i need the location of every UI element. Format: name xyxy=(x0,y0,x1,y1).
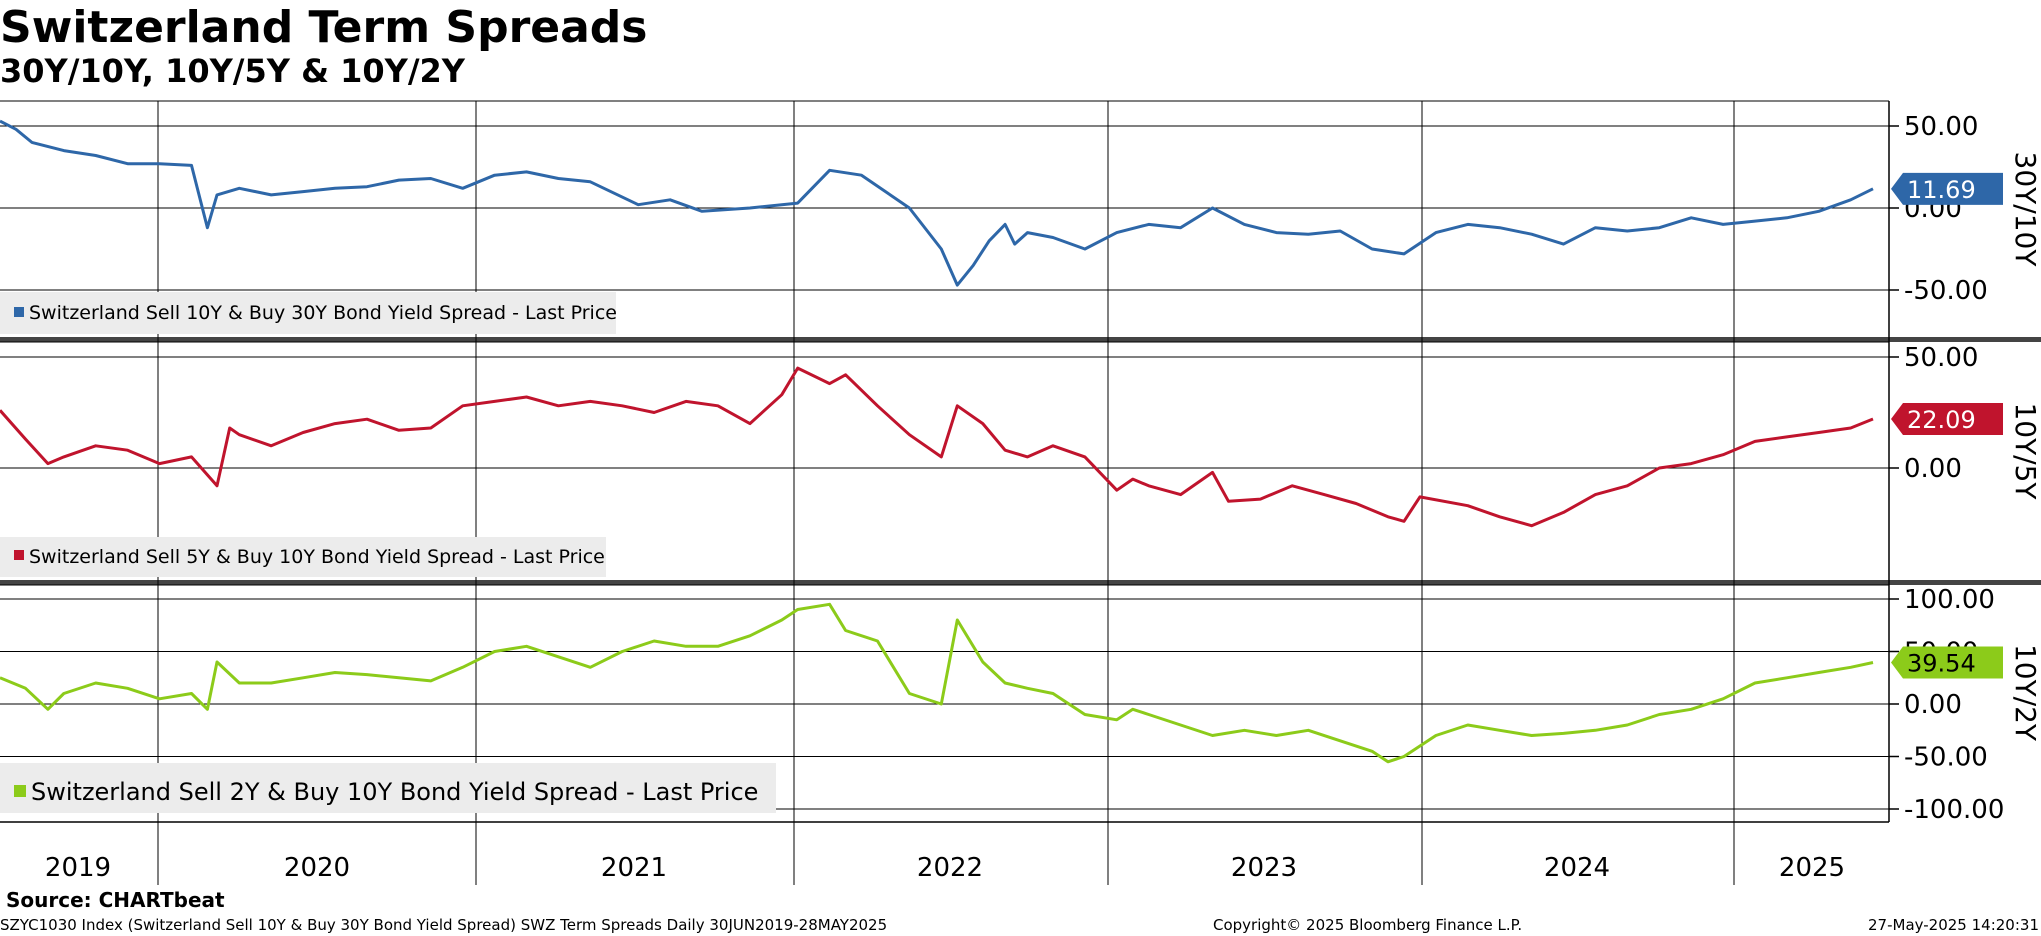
legend-swatch-10y-5y xyxy=(14,550,24,560)
y-tick-label: -50.00 xyxy=(1904,743,1988,773)
axis-label-10y-5y: 10Y/5Y xyxy=(2009,402,2041,500)
source-note: Source: CHARTbeat xyxy=(6,888,225,912)
legend-text-10y-5y: Switzerland Sell 5Y & Buy 10Y Bond Yield… xyxy=(29,546,605,568)
x-label: 2022 xyxy=(917,853,983,883)
legend-swatch-10y-2y xyxy=(14,785,26,797)
y-tick-label: 0.00 xyxy=(1904,454,1962,484)
series-line-10y-5y xyxy=(0,366,1874,528)
footer-copyright: Copyright© 2025 Bloomberg Finance L.P. xyxy=(1213,916,1523,934)
panel-separator xyxy=(0,337,2041,342)
last-price-value-10y-2y: 39.54 xyxy=(1907,649,1976,677)
legend-box-10y-2y xyxy=(0,763,776,813)
legend-text-30y-10y: Switzerland Sell 10Y & Buy 30Y Bond Yiel… xyxy=(29,302,617,324)
last-price-value-30y-10y: 11.69 xyxy=(1907,176,1976,204)
last-price-tag-30y-10y xyxy=(1891,172,2003,205)
chart-subtitle: 30Y/10Y, 10Y/5Y & 10Y/2Y xyxy=(0,52,465,90)
y-tick-label: 50.00 xyxy=(1904,112,1978,142)
panel-separator xyxy=(0,580,2041,585)
y-tick-label: -100.00 xyxy=(1904,795,2004,825)
chart-title: Switzerland Term Spreads xyxy=(0,2,648,53)
legend-box-10y-5y xyxy=(0,537,606,577)
x-label: 2024 xyxy=(1544,853,1610,883)
y-tick-label: 100.00 xyxy=(1904,585,1995,615)
legend-swatch-30y-10y xyxy=(14,307,24,317)
last-price-value-10y-5y: 22.09 xyxy=(1907,406,1976,434)
footer-timestamp: 27-May-2025 14:20:31 xyxy=(1868,916,2039,934)
x-label: 2020 xyxy=(284,853,350,883)
y-ticks-10y-2y: 100.0050.000.00-50.00-100.00 xyxy=(1889,585,2004,825)
panel-10y-2y: Switzerland Sell 2Y & Buy 10Y Bond Yield… xyxy=(0,585,2041,825)
y-ticks-30y-10y: 50.000.00-50.00 xyxy=(1889,112,1988,306)
series-line-10y-2y xyxy=(0,602,1874,764)
y-tick-label: 50.00 xyxy=(1904,343,1978,373)
y-tick-label: -50.00 xyxy=(1904,276,1988,306)
x-axis-labels: 2019 2020 2021 2022 2023 2024 2025 xyxy=(45,853,1845,883)
y-tick-label: 0.00 xyxy=(1904,690,1962,720)
x-label: 2019 xyxy=(45,853,111,883)
last-price-tag-10y-5y xyxy=(1891,402,2003,435)
footer-index-description: SZYC1030 Index (Switzerland Sell 10Y & B… xyxy=(0,916,888,934)
axis-label-10y-2y: 10Y/2Y xyxy=(2009,644,2041,742)
axis-label-30y-10y: 30Y/10Y xyxy=(2009,152,2041,268)
legend-text-10y-2y: Switzerland Sell 2Y & Buy 10Y Bond Yield… xyxy=(31,778,758,806)
series-line-30y-10y xyxy=(0,119,1874,287)
panel-10y-5y: Switzerland Sell 5Y & Buy 10Y Bond Yield… xyxy=(0,343,2041,577)
grid-layer xyxy=(0,100,2041,885)
x-label: 2023 xyxy=(1231,853,1297,883)
y-ticks-10y-5y: 50.00 0.00 xyxy=(1889,343,1978,484)
panel-30y-10y: Switzerland Sell 10Y & Buy 30Y Bond Yiel… xyxy=(0,112,2041,334)
last-price-tag-10y-2y xyxy=(1891,646,2003,679)
x-label: 2025 xyxy=(1779,853,1845,883)
legend-box-30y-10y xyxy=(0,292,616,334)
x-label: 2021 xyxy=(601,853,667,883)
